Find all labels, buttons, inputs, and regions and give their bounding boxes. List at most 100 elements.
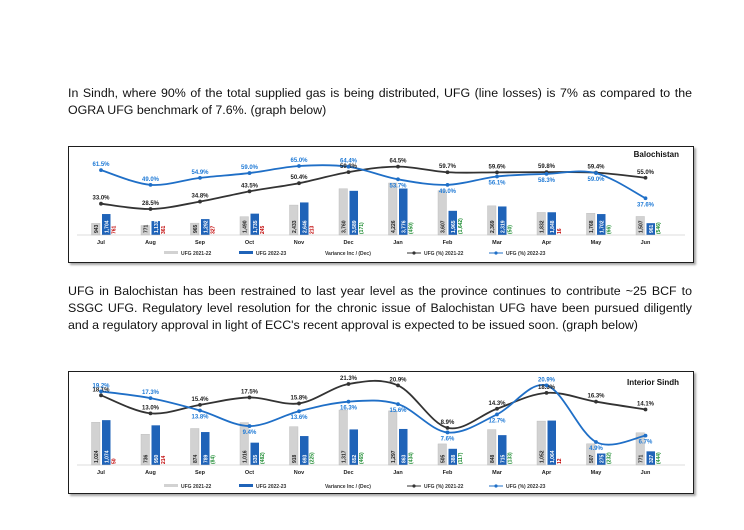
bar-ufg-2022-23 [250, 213, 259, 235]
bar-ufg-2022-23 [151, 221, 160, 235]
bar-label-2022-23: 1,064 [550, 450, 556, 463]
marker-ufg-pct-2021-22 [346, 170, 351, 175]
variance-label: 245 [260, 225, 266, 234]
bar-label-2021-22: 1,024 [94, 450, 100, 463]
pct-label-2022-23: 7.6% [441, 436, 455, 442]
marker-ufg-pct-2022-23 [396, 402, 400, 407]
marker-ufg-pct-2021-22 [396, 383, 400, 388]
pct-label-2021-22: 59.8% [538, 164, 556, 170]
marker-ufg-pct-2022-23 [297, 164, 301, 168]
variance-label: (465) [359, 452, 365, 464]
legend-marker-pct-2021-22 [412, 251, 416, 255]
month-label: Jul [97, 240, 105, 246]
legend-label-pct-2021-22: UFG (%) 2021-22 [424, 251, 464, 257]
bar-label-2022-23: 950 [154, 454, 160, 463]
pct-label-2021-22: 13.0% [142, 405, 160, 411]
pct-label-2022-23: 56.1% [488, 180, 506, 186]
variance-label: (50) [508, 225, 514, 234]
pct-label-2022-23: 65.0% [290, 158, 308, 164]
variance-label: 50 [112, 458, 118, 464]
pct-label-2022-23: 16.3% [340, 406, 358, 412]
bar-label-2022-23: 3,776 [401, 220, 407, 233]
bar-ufg-2022-23 [151, 425, 160, 465]
marker-ufg-pct-2021-22 [99, 201, 103, 206]
legend-label-pct-2022-23: UFG (%) 2022-23 [506, 484, 546, 490]
month-label: Jun [641, 240, 651, 246]
marker-ufg-pct-2021-22 [148, 411, 153, 416]
pct-label-2021-22: 16.3% [587, 394, 605, 400]
pct-label-2022-23: 59.0% [587, 177, 605, 183]
marker-ufg-pct-2021-22 [247, 395, 252, 400]
marker-ufg-pct-2022-23 [247, 171, 252, 175]
marker-ufg-pct-2022-23 [346, 399, 351, 404]
month-label: May [591, 240, 603, 246]
legend-label-variance: Variance Inc / (Dec) [325, 251, 371, 257]
marker-ufg-pct-2021-22 [346, 382, 351, 386]
bar-label-2022-23: 2,646 [302, 220, 308, 233]
bar-label-2022-23: 388 [451, 454, 457, 463]
variance-label: 761 [112, 225, 118, 234]
marker-ufg-pct-2022-23 [396, 177, 400, 182]
marker-ufg-pct-2021-22 [297, 181, 301, 186]
variance-label: (444) [656, 452, 662, 464]
bar-ufg-2022-23 [498, 435, 507, 465]
variance-label: (434) [409, 452, 415, 464]
interior-sindh-chart-svg: Interior Sindh 1,024 1,074 50 Jul 736 950 214 Au… [77, 376, 685, 490]
marker-ufg-pct-2022-23 [148, 182, 153, 187]
variance-label: 214 [161, 455, 167, 464]
bar-ufg-2022-23 [300, 436, 309, 465]
legend-marker-pct-2021-22 [412, 484, 416, 488]
month-label: Jul [97, 470, 105, 476]
pct-label-2022-23: 12.7% [488, 418, 506, 424]
month-label: Nov [294, 240, 305, 246]
bar-label-2021-22: 965 [193, 224, 199, 233]
bar-label-2022-23: 1,965 [451, 220, 457, 233]
variance-label: 213 [310, 225, 316, 234]
bar-label-2021-22: 1,052 [539, 450, 545, 463]
pct-label-2022-23: 13.8% [191, 415, 209, 421]
marker-ufg-pct-2022-23 [544, 383, 549, 388]
chart-title: Interior Sindh [627, 378, 679, 387]
bar-label-2022-23: 1,702 [599, 220, 605, 233]
line-ufg-pct-2021-22 [100, 165, 646, 210]
pct-label-2022-23: 17.3% [142, 390, 160, 396]
month-label: Sep [195, 470, 206, 476]
bar-label-2021-22: 1,317 [341, 450, 347, 463]
pct-label-2021-22: 15.4% [191, 397, 209, 403]
variance-label: 361 [161, 225, 167, 234]
pct-label-2021-22: 8.9% [441, 420, 455, 426]
month-label: Feb [443, 240, 453, 246]
marker-ufg-pct-2021-22 [99, 393, 103, 398]
variance-label: (232) [607, 452, 613, 464]
pct-label-2022-23: 49.0% [142, 177, 160, 183]
variance-label: 16 [557, 228, 563, 234]
bar-label-2021-22: 1,016 [242, 450, 248, 463]
pct-label-2021-22: 43.5% [241, 183, 259, 189]
bar-ufg-2022-23 [597, 453, 606, 465]
marker-ufg-pct-2022-23 [495, 412, 499, 417]
pct-label-2021-22: 28.5% [142, 201, 160, 207]
pct-label-2022-23: 49.0% [439, 189, 457, 195]
legend-marker-pct-2022-23 [494, 251, 498, 255]
month-label: Mar [492, 240, 503, 246]
bar-ufg-2022-23 [102, 214, 111, 235]
marker-ufg-pct-2022-23 [247, 424, 252, 428]
bar-ufg-2022-23 [646, 223, 655, 235]
pct-label-2022-23: 61.5% [92, 162, 110, 168]
variance-label: (84) [211, 455, 217, 464]
month-label: Dec [343, 240, 353, 246]
month-label: Oct [245, 240, 254, 246]
legend-swatch-2021-22 [164, 251, 178, 254]
balochistan-chart-svg: Balochistan 943 1,704 761 Jul 771 1,131 361 Aug 9… [77, 150, 685, 257]
bar-ufg-2022-23 [547, 420, 556, 465]
pct-label-2021-22: 55.0% [637, 170, 655, 176]
month-label: Feb [443, 470, 453, 476]
marker-ufg-pct-2021-22 [445, 425, 450, 430]
legend-swatch-2022-23 [239, 251, 253, 254]
pct-label-2021-22: 33.0% [92, 196, 110, 202]
bar-ufg-2022-23 [349, 190, 358, 235]
month-label: Oct [245, 470, 254, 476]
chart-title: Balochistan [634, 150, 679, 159]
bar-label-2021-22: 2,369 [490, 220, 496, 233]
variance-label: (117) [458, 452, 464, 464]
